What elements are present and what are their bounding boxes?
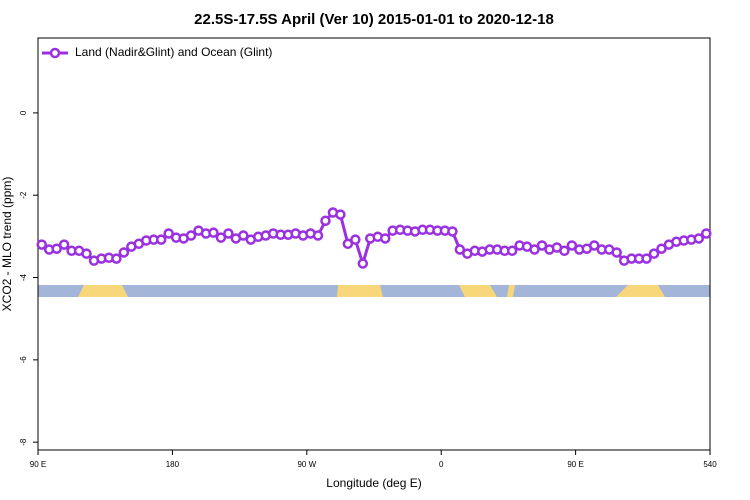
data-point bbox=[379, 233, 391, 244]
data-point bbox=[320, 215, 331, 226]
data-point bbox=[641, 253, 652, 264]
data-point bbox=[58, 239, 70, 250]
data-point bbox=[335, 209, 346, 220]
data-point bbox=[611, 247, 622, 258]
legend-label: Land (Nadir&Glint) and Ocean (Glint) bbox=[75, 45, 272, 59]
data-point bbox=[701, 228, 712, 239]
data-point bbox=[208, 227, 219, 238]
data-point bbox=[648, 248, 660, 259]
data-point bbox=[506, 245, 518, 257]
data-point bbox=[536, 240, 548, 251]
chart-title: 22.5S-17.5S April (Ver 10) 2015-01-01 to… bbox=[194, 11, 554, 28]
data-point bbox=[223, 228, 234, 239]
y-tick-label: 0 bbox=[19, 110, 28, 115]
x-tick-label: 180 bbox=[166, 460, 180, 469]
x-tick-label: 0 bbox=[439, 460, 444, 469]
data-point bbox=[155, 234, 167, 245]
data-point bbox=[350, 234, 361, 245]
data-point bbox=[589, 240, 600, 251]
x-axis-label: Longitude (deg E) bbox=[326, 476, 421, 490]
data-point bbox=[447, 226, 458, 237]
data-point bbox=[36, 239, 47, 250]
x-tick-label: 90 E bbox=[30, 460, 46, 469]
data-point bbox=[51, 243, 62, 254]
y-tick-label: -4 bbox=[19, 273, 28, 281]
y-axis-label: XCO2 - MLO trend (ppm) bbox=[0, 177, 14, 312]
land-ocean-strip bbox=[38, 285, 710, 297]
data-point bbox=[454, 244, 466, 255]
data-point bbox=[312, 230, 324, 241]
data-point bbox=[342, 238, 354, 250]
x-tick-label: 540 bbox=[703, 460, 717, 469]
data-point bbox=[118, 247, 130, 258]
data-point bbox=[111, 253, 122, 264]
data-point bbox=[163, 228, 174, 239]
data-point bbox=[357, 258, 369, 269]
data-point bbox=[693, 233, 705, 244]
data-point bbox=[185, 230, 197, 241]
x-tick-label: 90 W bbox=[297, 460, 316, 469]
x-tick-label: 90 E bbox=[567, 460, 583, 469]
y-tick-label: -2 bbox=[19, 191, 28, 199]
data-point bbox=[529, 244, 540, 255]
y-tick-label: -8 bbox=[19, 438, 28, 446]
data-point bbox=[566, 240, 578, 251]
y-tick-label: -6 bbox=[19, 356, 28, 364]
data-point bbox=[215, 232, 227, 243]
data-point bbox=[81, 248, 92, 259]
data-point bbox=[656, 243, 667, 254]
data-point bbox=[559, 245, 570, 257]
data-point bbox=[238, 230, 249, 241]
legend-marker bbox=[49, 47, 61, 59]
